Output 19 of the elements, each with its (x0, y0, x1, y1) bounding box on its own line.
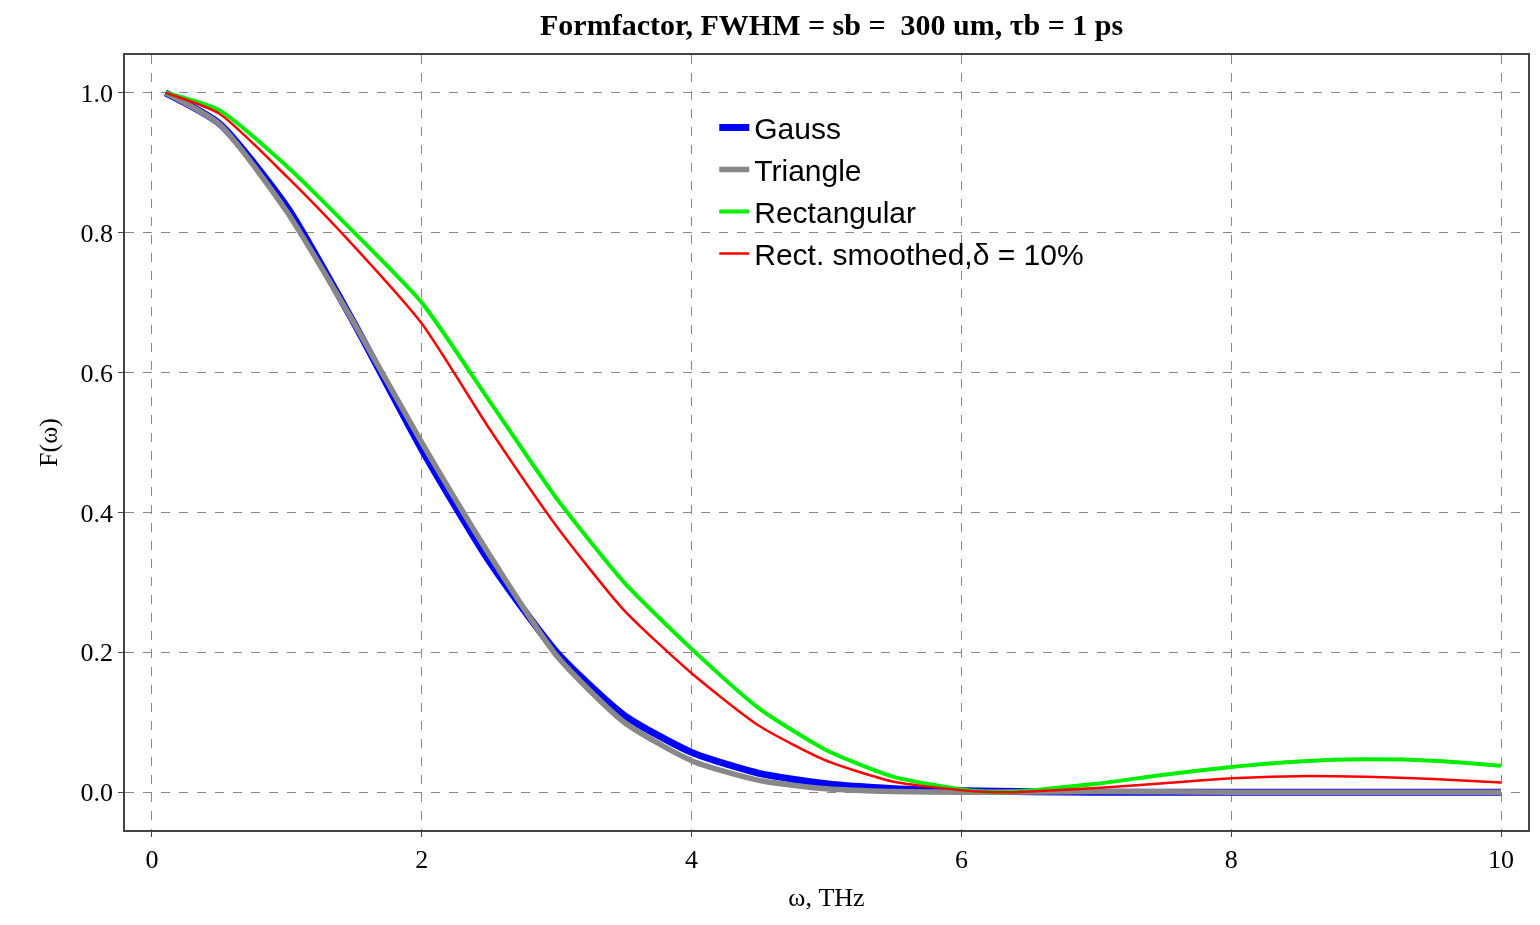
y-tick-label: 0.6 (80, 358, 114, 388)
y-tick-label: 0.0 (80, 778, 114, 808)
y-axis-title: F(ω) (34, 418, 64, 467)
y-tick-label: 1.0 (80, 78, 114, 108)
legend-label: Rectangular (754, 196, 917, 230)
x-tick-label: 10 (1488, 844, 1515, 874)
y-tick-label: 0.2 (80, 638, 114, 668)
x-tick-label: 2 (415, 844, 429, 874)
legend-label: Rect. smoothed,δ = 10% (754, 238, 1084, 272)
legend-label: Triangle (754, 154, 862, 188)
chart-title: Formfactor, FWHM = sb = 300 um, τb = 1 ps (540, 7, 1124, 41)
y-tick-label: 0.8 (80, 218, 114, 248)
y-tick-label: 0.4 (80, 498, 114, 528)
x-axis-title: ω, THz (788, 883, 865, 913)
x-tick-label: 6 (954, 844, 968, 874)
x-tick-label: 0 (145, 844, 159, 874)
legend-label: Gauss (754, 112, 841, 146)
x-tick-label: 8 (1224, 844, 1238, 874)
x-tick-label: 4 (685, 844, 699, 874)
